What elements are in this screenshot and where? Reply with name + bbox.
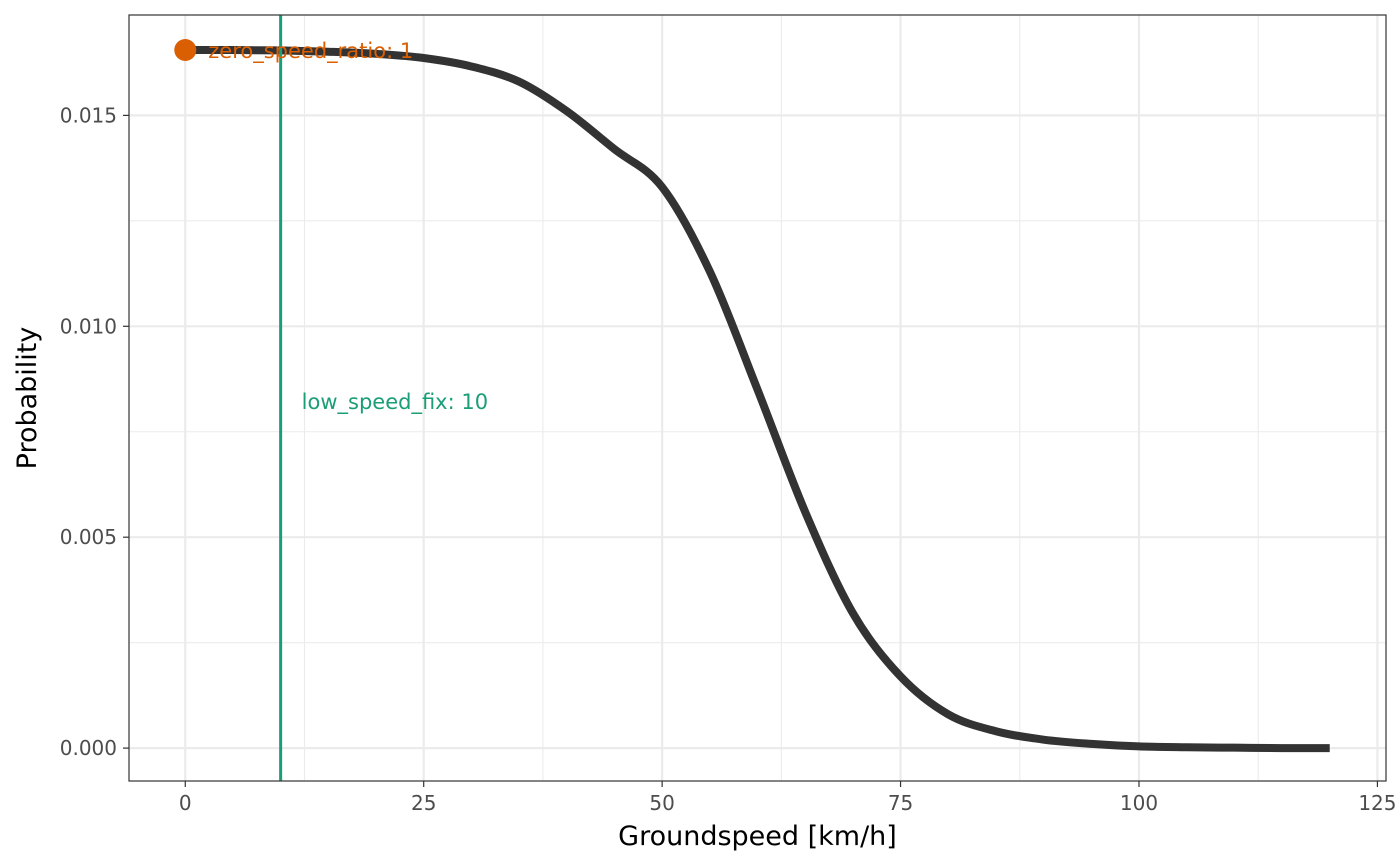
x-axis-title: Groundspeed [km/h] — [618, 821, 897, 852]
probability-curve — [185, 45, 1330, 753]
y-tick-label: 0.000 — [60, 736, 117, 760]
x-tick-label: 0 — [179, 791, 192, 815]
x-tick-label: 50 — [649, 791, 674, 815]
y-tick-label: 0.015 — [60, 103, 117, 127]
series-layer — [185, 45, 1330, 753]
y-tick-label: 0.005 — [60, 525, 117, 549]
panel-border — [128, 14, 1387, 782]
x-tick-label: 75 — [888, 791, 913, 815]
zero-speed-ratio-label: zero_speed_ratio: 1 — [208, 39, 413, 64]
zero-speed-ratio-point — [174, 39, 197, 62]
low-speed-fix-label: low_speed_fix: 10 — [302, 390, 488, 415]
axis-layer: 0 25 50 75 100 125 0.000 0.005 0.010 0.015 — [60, 103, 1397, 815]
x-tick-label: 25 — [411, 791, 436, 815]
x-tick-label: 125 — [1358, 791, 1396, 815]
annotation-layer: zero_speed_ratio: 1 low_speed_fix: 10 — [174, 15, 488, 781]
x-tick-label: 100 — [1120, 791, 1158, 815]
y-axis-title: Probability — [12, 327, 43, 470]
grid — [129, 15, 1386, 781]
y-tick-label: 0.010 — [60, 314, 117, 338]
